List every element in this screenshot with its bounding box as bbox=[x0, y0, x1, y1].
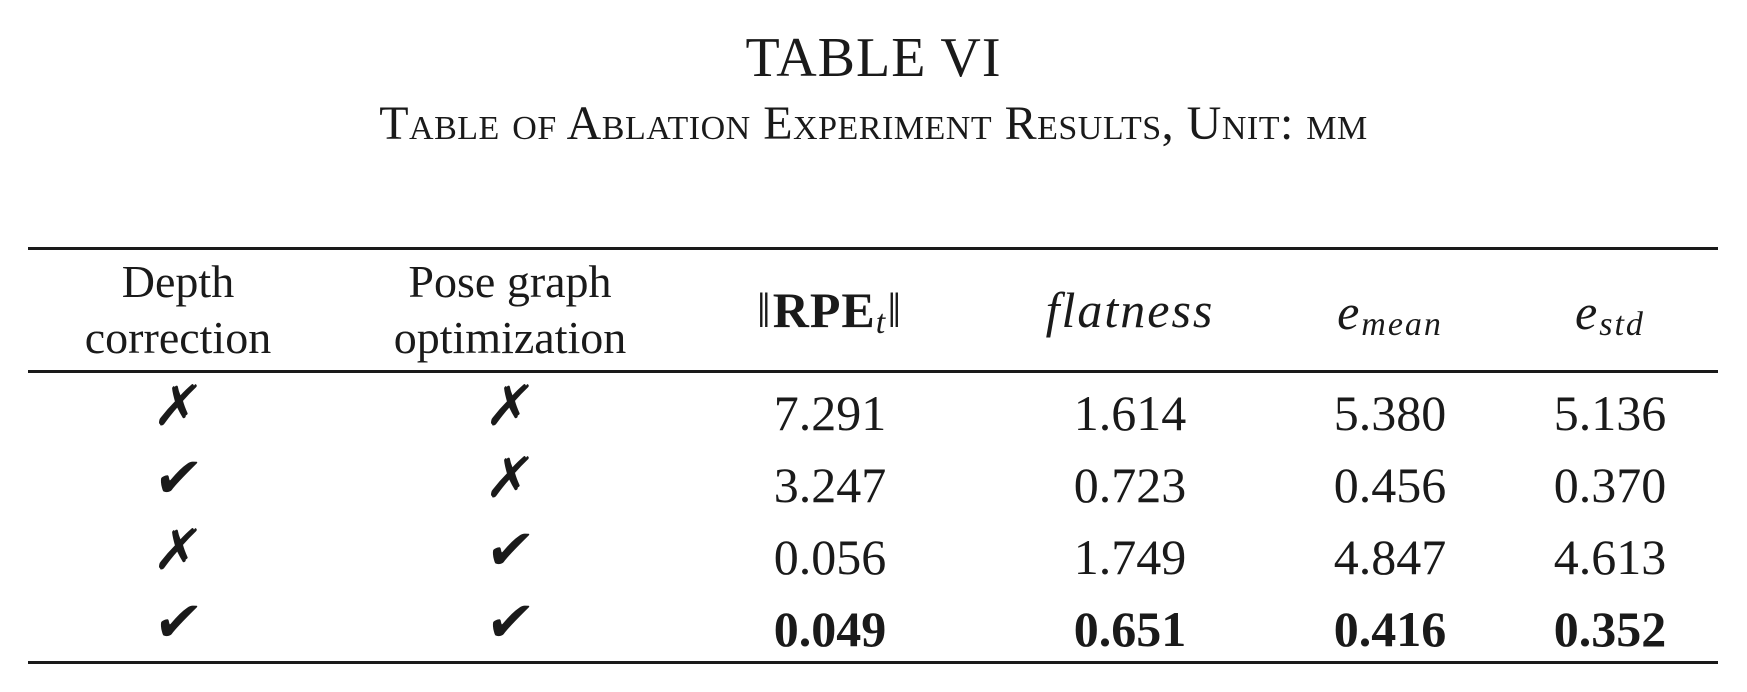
header-e-std: estd bbox=[1510, 282, 1710, 355]
bottom-rule bbox=[28, 661, 1718, 664]
row1-e-std: 5.136 bbox=[1553, 385, 1667, 441]
row2-e-mean: 0.456 bbox=[1333, 457, 1447, 513]
row3-depth-mark: ✗ bbox=[150, 518, 207, 583]
row3-e-std: 4.613 bbox=[1553, 529, 1667, 585]
table-number: TABLE VI bbox=[745, 27, 1002, 89]
row1-flatness: 1.614 bbox=[1073, 385, 1187, 441]
header-pose-graph: Pose graph optimization bbox=[345, 254, 675, 366]
header-pose-line2: optimization bbox=[393, 312, 627, 363]
row4-rpe: 0.049 bbox=[773, 601, 887, 657]
header-e-mean-base: e bbox=[1337, 284, 1362, 340]
header-rpe-close: ‖ bbox=[887, 282, 904, 338]
header-rpe: ‖RPEt‖ bbox=[700, 280, 960, 353]
row4-e-mean: 0.416 bbox=[1333, 601, 1447, 657]
mid-rule bbox=[28, 370, 1718, 373]
row3-pose-mark: ✔ bbox=[482, 518, 539, 583]
header-flatness: flatness bbox=[1045, 282, 1215, 338]
row1-pose-mark: ✗ bbox=[482, 374, 539, 439]
row3-rpe: 0.056 bbox=[773, 529, 887, 585]
top-rule bbox=[28, 247, 1718, 250]
row2-rpe: 3.247 bbox=[773, 457, 887, 513]
row4-e-std: 0.352 bbox=[1553, 601, 1667, 657]
header-e-std-sub: std bbox=[1599, 306, 1645, 343]
row2-depth-mark: ✔ bbox=[150, 446, 207, 511]
row1-e-mean: 5.380 bbox=[1333, 385, 1447, 441]
header-rpe-open: ‖ bbox=[756, 282, 773, 338]
row3-e-mean: 4.847 bbox=[1333, 529, 1447, 585]
header-rpe-main: RPE bbox=[772, 282, 876, 338]
header-rpe-sub: t bbox=[875, 304, 888, 341]
header-pose-line1: Pose graph bbox=[408, 256, 612, 307]
row2-flatness: 0.723 bbox=[1073, 457, 1187, 513]
header-depth-line2: correction bbox=[84, 312, 272, 363]
row4-flatness: 0.651 bbox=[1073, 601, 1187, 657]
header-depth-correction: Depth correction bbox=[28, 254, 328, 366]
header-e-std-base: e bbox=[1575, 284, 1600, 340]
table-caption: Table of Ablation Experiment Results, Un… bbox=[379, 97, 1368, 150]
row4-depth-mark: ✔ bbox=[150, 590, 207, 655]
row2-e-std: 0.370 bbox=[1553, 457, 1667, 513]
row1-depth-mark: ✗ bbox=[150, 374, 207, 439]
row2-pose-mark: ✗ bbox=[482, 446, 539, 511]
row3-flatness: 1.749 bbox=[1073, 529, 1187, 585]
header-e-mean: emean bbox=[1290, 282, 1490, 355]
row1-rpe: 7.291 bbox=[773, 385, 887, 441]
header-depth-line1: Depth bbox=[121, 256, 235, 307]
row4-pose-mark: ✔ bbox=[482, 590, 539, 655]
header-e-mean-sub: mean bbox=[1361, 306, 1443, 343]
